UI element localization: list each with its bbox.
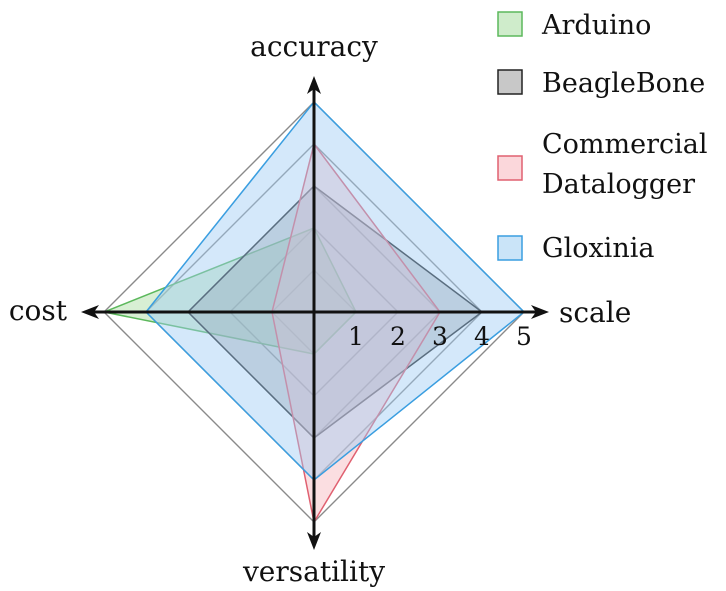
arrowhead-up	[307, 76, 321, 94]
legend-swatch-arduino	[497, 11, 523, 37]
axis-label-accuracy: accuracy	[250, 30, 378, 63]
tick-label-4: 4	[474, 322, 490, 351]
legend-swatch-gloxinia	[497, 235, 523, 261]
legend-label-beaglebone: BeagleBone	[542, 68, 705, 99]
legend-label-commercial-line1: Commercial	[542, 129, 708, 160]
axis-labels: accuracy scale versatility cost	[9, 30, 631, 588]
tick-label-1: 1	[348, 322, 364, 351]
axis-label-versatility: versatility	[242, 555, 385, 588]
legend: Arduino BeagleBone Commercial Datalogger…	[497, 10, 716, 264]
legend-label-commercial-line2: Datalogger	[542, 169, 695, 200]
axis-layer	[81, 76, 549, 550]
tick-label-3: 3	[432, 322, 448, 351]
arrowhead-right	[531, 305, 549, 319]
axis-label-cost: cost	[9, 294, 68, 327]
arrowhead-left	[81, 305, 99, 319]
tick-label-5: 5	[516, 322, 532, 351]
tick-label-2: 2	[390, 322, 406, 351]
arrowhead-down	[307, 532, 321, 550]
legend-swatch-commercial-datalogger	[497, 155, 523, 181]
series-gloxinia	[144, 100, 526, 482]
axis-label-scale: scale	[559, 296, 631, 329]
legend-label-gloxinia: Gloxinia	[542, 233, 654, 264]
legend-label-arduino: Arduino	[541, 10, 651, 41]
legend-swatch-beaglebone	[497, 69, 523, 95]
legend-label-commercial-datalogger: Commercial Datalogger	[542, 129, 716, 200]
